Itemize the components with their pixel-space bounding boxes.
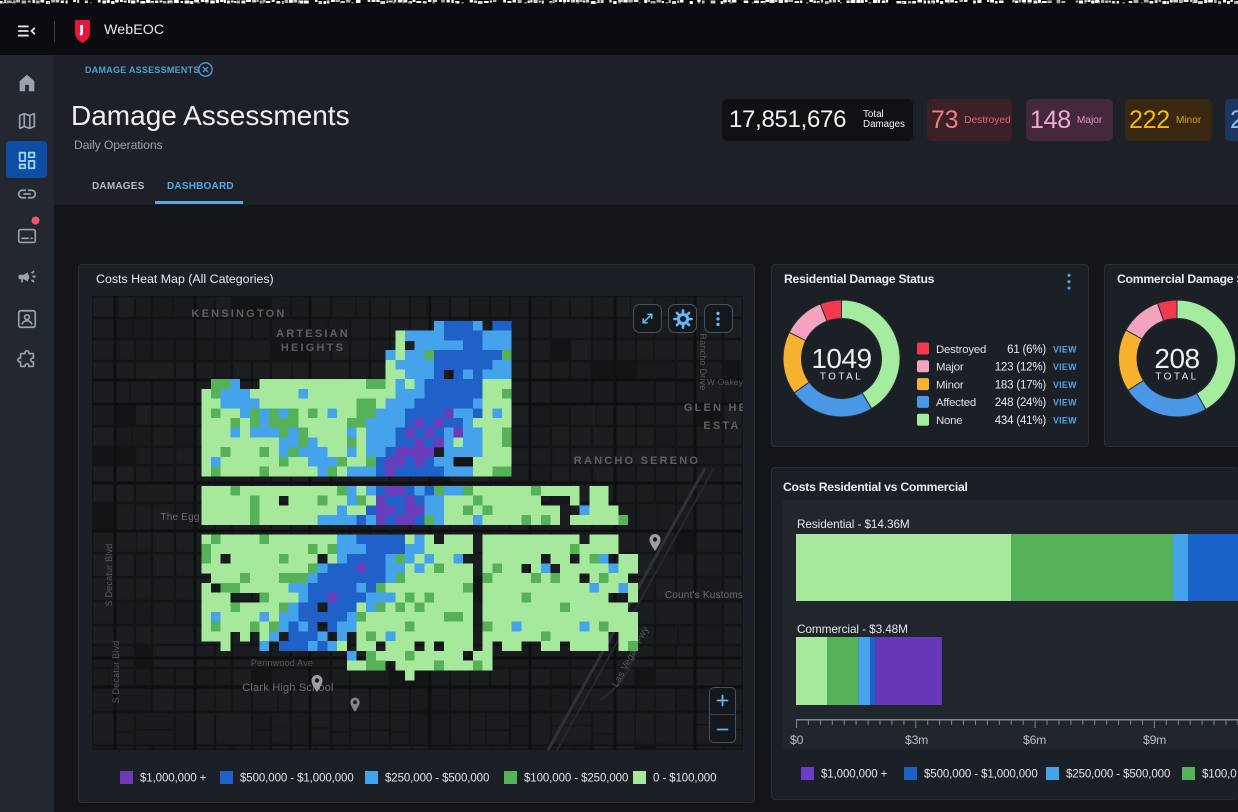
- svg-text:434 (41%): 434 (41%): [995, 415, 1047, 427]
- svg-text:Pennwood Ave: Pennwood Ave: [251, 658, 313, 668]
- svg-text:Count's Kustoms: Count's Kustoms: [665, 590, 743, 601]
- svg-text:VIEW: VIEW: [1053, 416, 1077, 426]
- svg-text:$1,000,000 +: $1,000,000 +: [140, 773, 207, 785]
- svg-text:Minor: Minor: [936, 379, 964, 391]
- svg-text:RANCHO SERENO: RANCHO SERENO: [574, 455, 700, 467]
- svg-text:$500,000 - $1,000,000: $500,000 - $1,000,000: [924, 769, 1038, 781]
- svg-text:Clark High School: Clark High School: [242, 682, 333, 694]
- svg-text:None: None: [936, 415, 962, 427]
- svg-text:W Oakey: W Oakey: [707, 377, 743, 387]
- svg-text:$3m: $3m: [905, 733, 928, 747]
- svg-text:Residential - $14.36M: Residential - $14.36M: [797, 517, 910, 531]
- svg-text:S Decatur Blvd: S Decatur Blvd: [111, 641, 121, 704]
- svg-text:183 (17%): 183 (17%): [995, 379, 1047, 391]
- svg-text:HEIGHTS: HEIGHTS: [281, 342, 345, 354]
- svg-text:Major: Major: [936, 362, 964, 374]
- svg-text:$500,000 - $1,000,000: $500,000 - $1,000,000: [240, 773, 354, 785]
- svg-text:$9m: $9m: [1143, 733, 1166, 747]
- svg-text:123 (12%): 123 (12%): [995, 362, 1047, 374]
- svg-text:$6m: $6m: [1023, 733, 1046, 747]
- svg-text:$100,000 - $250,000: $100,000 - $250,000: [524, 773, 628, 785]
- svg-text:ARTESIAN: ARTESIAN: [276, 328, 350, 340]
- svg-text:Affected: Affected: [936, 397, 976, 409]
- svg-text:Destroyed: Destroyed: [936, 344, 986, 356]
- svg-text:Commercial - $3.48M: Commercial - $3.48M: [797, 622, 908, 636]
- svg-text:ESTA: ESTA: [703, 420, 740, 432]
- svg-text:The Egg: The Egg: [160, 512, 199, 523]
- svg-text:$1,000,000 +: $1,000,000 +: [821, 769, 888, 781]
- svg-text:VIEW: VIEW: [1053, 362, 1077, 372]
- svg-text:$250,000 - $500,000: $250,000 - $500,000: [1066, 769, 1170, 781]
- svg-text:61 (6%): 61 (6%): [1007, 344, 1046, 356]
- svg-text:1049: 1049: [811, 343, 871, 374]
- svg-text:0 - $100,000: 0 - $100,000: [653, 773, 716, 785]
- svg-text:TOTAL: TOTAL: [1155, 372, 1198, 383]
- svg-text:VIEW: VIEW: [1053, 344, 1077, 354]
- svg-text:$100,0: $100,0: [1202, 769, 1237, 781]
- svg-text:Rancho Drive: Rancho Drive: [698, 334, 708, 391]
- svg-text:208: 208: [1154, 343, 1199, 374]
- svg-text:TOTAL: TOTAL: [820, 372, 863, 383]
- svg-text:$250,000 - $500,000: $250,000 - $500,000: [385, 773, 489, 785]
- svg-text:248 (24%): 248 (24%): [995, 397, 1047, 409]
- svg-text:S Decatur Blvd: S Decatur Blvd: [104, 544, 114, 607]
- svg-text:$0: $0: [790, 733, 804, 747]
- svg-text:VIEW: VIEW: [1053, 380, 1077, 390]
- svg-text:GLEN HE: GLEN HE: [684, 402, 743, 414]
- svg-text:KENSINGTON: KENSINGTON: [191, 308, 286, 320]
- svg-text:VIEW: VIEW: [1053, 398, 1077, 408]
